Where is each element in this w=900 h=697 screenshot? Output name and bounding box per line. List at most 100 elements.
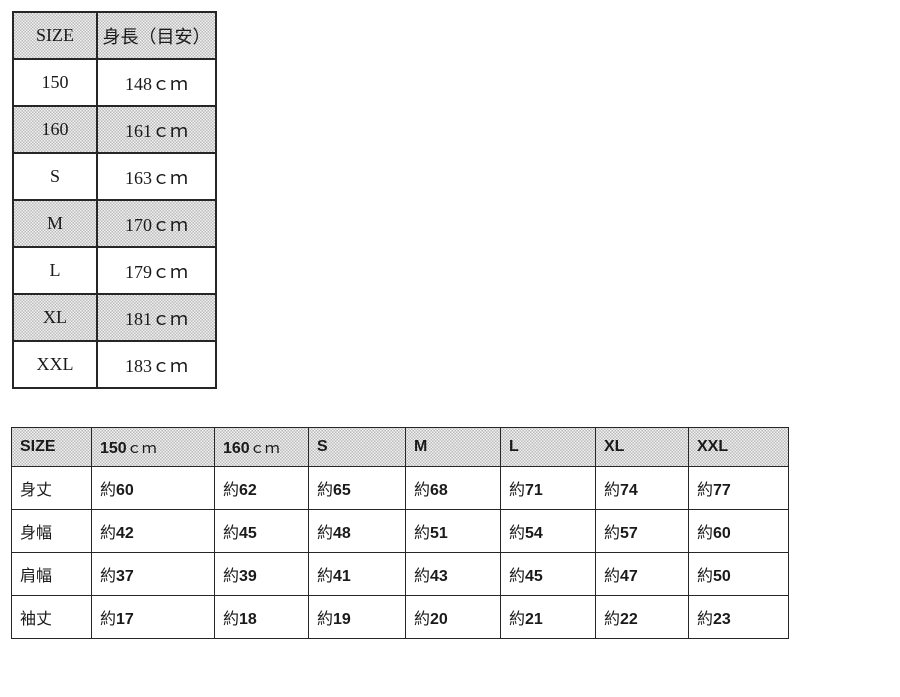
approx-prefix: 約 [414,482,431,499]
header-unit: ｃｍ [126,440,157,457]
size-cell: 150 [12,58,98,107]
measure-value: 77 [713,482,731,499]
height-cell: 148ｃｍ [96,58,217,107]
measure-cell: 約20 [405,595,501,639]
measure-cell: 約51 [405,509,501,553]
table-row: S 163ｃｍ [12,152,217,201]
row-label: 袖丈 [11,595,92,639]
height-cell: 179ｃｍ [96,246,217,295]
table-row-sleeve-length: 袖丈 約17 約18 約19 約20 約21 約22 約23 [11,595,789,639]
header-label: XL [604,438,625,455]
measure-cell: 約54 [500,509,596,553]
measure-value: 37 [116,568,134,585]
measure-value: 18 [239,611,257,628]
measure-cell: 約60 [91,466,215,510]
table-row: M 170ｃｍ [12,199,217,248]
approx-prefix: 約 [697,482,714,499]
height-cell: 181ｃｍ [96,293,217,342]
approx-prefix: 約 [100,568,117,585]
measure-value: 54 [525,525,543,542]
table-row: XL 181ｃｍ [12,293,217,342]
measure-value: 60 [116,482,134,499]
measure-header-xxl: XXL [688,427,789,467]
measure-cell: 約74 [595,466,689,510]
measure-header-l: L [500,427,596,467]
measure-header-160: 160ｃｍ [214,427,309,467]
approx-prefix: 約 [100,525,117,542]
height-cell: 161ｃｍ [96,105,217,154]
measure-cell: 約45 [500,552,596,596]
measure-value: 19 [333,611,351,628]
approx-prefix: 約 [697,568,714,585]
measure-value: 45 [525,568,543,585]
measure-cell: 約65 [308,466,406,510]
measure-cell: 約19 [308,595,406,639]
measure-cell: 約62 [214,466,309,510]
measure-value: 20 [430,611,448,628]
measure-value: 21 [525,611,543,628]
size-cell: M [12,199,98,248]
measure-value: 57 [620,525,638,542]
approx-prefix: 約 [317,568,334,585]
approx-prefix: 約 [509,525,526,542]
row-label: 身幅 [11,509,92,553]
approx-prefix: 約 [697,525,714,542]
approx-prefix: 約 [223,568,240,585]
measure-cell: 約41 [308,552,406,596]
height-cell: 163ｃｍ [96,152,217,201]
size-cell: XXL [12,340,98,389]
table-row-shoulder-width: 肩幅 約37 約39 約41 約43 約45 約47 約50 [11,552,789,596]
measure-value: 60 [713,525,731,542]
measure-value: 17 [116,611,134,628]
measure-cell: 約48 [308,509,406,553]
approx-prefix: 約 [223,611,240,628]
header-label: 150 [100,439,127,457]
measure-cell: 約22 [595,595,689,639]
approx-prefix: 約 [100,611,117,628]
table-row-body-length: 身丈 約60 約62 約65 約68 約71 約74 約77 [11,466,789,510]
size-cell: L [12,246,98,295]
measure-cell: 約43 [405,552,501,596]
measure-cell: 約47 [595,552,689,596]
approx-prefix: 約 [604,482,621,499]
measure-header-xl: XL [595,427,689,467]
table-row: XXL 183ｃｍ [12,340,217,389]
size-cell: 160 [12,105,98,154]
measure-value: 43 [430,568,448,585]
size-cell: XL [12,293,98,342]
measure-value: 51 [430,525,448,542]
approx-prefix: 約 [223,525,240,542]
table-row-body-width: 身幅 約42 約45 約48 約51 約54 約57 約60 [11,509,789,553]
approx-prefix: 約 [414,525,431,542]
header-label: L [509,438,519,455]
measure-header-150: 150ｃｍ [91,427,215,467]
measure-cell: 約42 [91,509,215,553]
approx-prefix: 約 [604,525,621,542]
approx-prefix: 約 [604,611,621,628]
header-unit: ｃｍ [249,440,280,457]
measure-cell: 約71 [500,466,596,510]
table-row: L 179ｃｍ [12,246,217,295]
measure-cell: 約17 [91,595,215,639]
table-row: 160 161ｃｍ [12,105,217,154]
measure-cell: 約60 [688,509,789,553]
height-table-header-row: SIZE 身長（目安） [12,11,217,60]
measure-cell: 約45 [214,509,309,553]
approx-prefix: 約 [509,482,526,499]
measure-cell: 約77 [688,466,789,510]
measure-value: 41 [333,568,351,585]
measure-value: 22 [620,611,638,628]
measure-value: 50 [713,568,731,585]
measure-value: 42 [116,525,134,542]
measure-value: 45 [239,525,257,542]
measure-cell: 約21 [500,595,596,639]
approx-prefix: 約 [697,611,714,628]
measure-cell: 約37 [91,552,215,596]
measure-value: 62 [239,482,257,499]
height-header-size: SIZE [12,11,98,60]
approx-prefix: 約 [223,482,240,499]
measure-value: 68 [430,482,448,499]
approx-prefix: 約 [317,482,334,499]
measure-cell: 約39 [214,552,309,596]
